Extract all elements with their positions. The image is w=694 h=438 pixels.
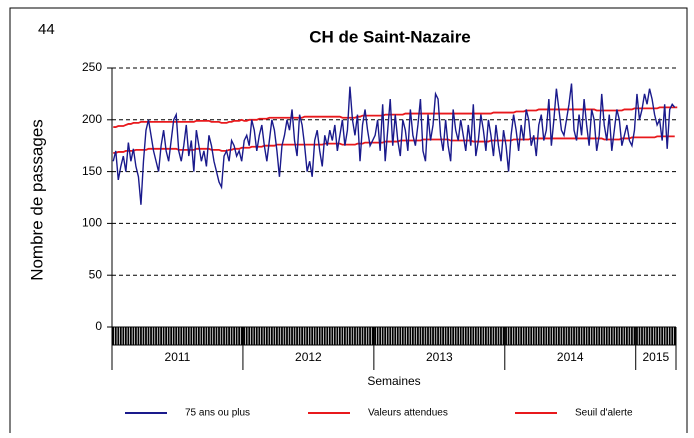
x-group-label: 2013: [426, 350, 453, 364]
x-group-label: 2012: [295, 350, 322, 364]
x-group-label: 2014: [557, 350, 584, 364]
y-tick-label: 200: [82, 112, 102, 126]
x-axis-label: Semaines: [367, 374, 420, 388]
y-tick-label: 250: [82, 60, 102, 74]
legend-label: 75 ans ou plus: [185, 408, 250, 419]
y-tick-label: 0: [95, 319, 102, 333]
x-group-label: 2011: [165, 350, 191, 364]
x-group-label: 2015: [643, 350, 670, 364]
series-line: [113, 135, 675, 154]
y-tick-label: 150: [82, 164, 102, 178]
series-line: [112, 83, 676, 205]
chart-title: CH de Saint-Nazaire: [309, 27, 471, 46]
y-tick-label: 100: [82, 216, 102, 230]
y-axis-label: Nombre de passages: [27, 119, 46, 281]
y-tick-label: 50: [89, 267, 103, 281]
corner-label: 44: [38, 21, 55, 38]
legend-label: Valeurs attendues: [368, 408, 448, 419]
legend-label: Seuil d'alerte: [575, 408, 633, 419]
